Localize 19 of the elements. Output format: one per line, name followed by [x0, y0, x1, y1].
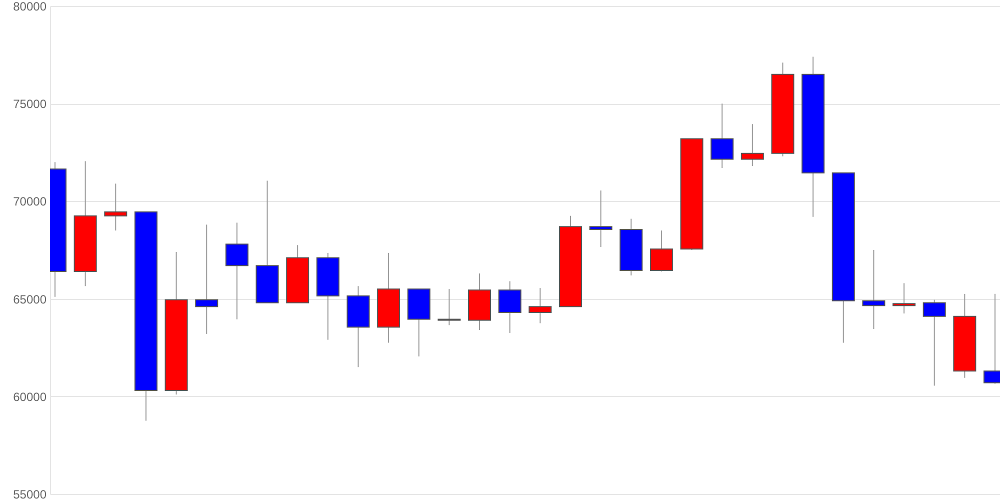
candlestick: [498, 280, 522, 334]
y-tick-label: 80000: [13, 0, 47, 14]
y-tick-label: 75000: [13, 97, 47, 112]
y-tick-label: 70000: [13, 194, 47, 209]
candlestick: [528, 288, 552, 324]
y-tick-label: 60000: [13, 390, 47, 404]
candlestick: [225, 222, 248, 320]
candlestick: [892, 282, 916, 314]
candlestick: [589, 190, 612, 248]
candlestick: [195, 224, 218, 334]
y-tick-label: 55000: [13, 488, 47, 500]
candlestick: [862, 250, 886, 330]
candlestick: [740, 124, 764, 167]
candlestick: [104, 183, 128, 231]
y-tick-label: 65000: [13, 292, 47, 306]
candlestick: [710, 103, 734, 169]
candlestick: [922, 299, 946, 386]
candlestick: [438, 288, 461, 326]
candlestick: [650, 230, 673, 272]
